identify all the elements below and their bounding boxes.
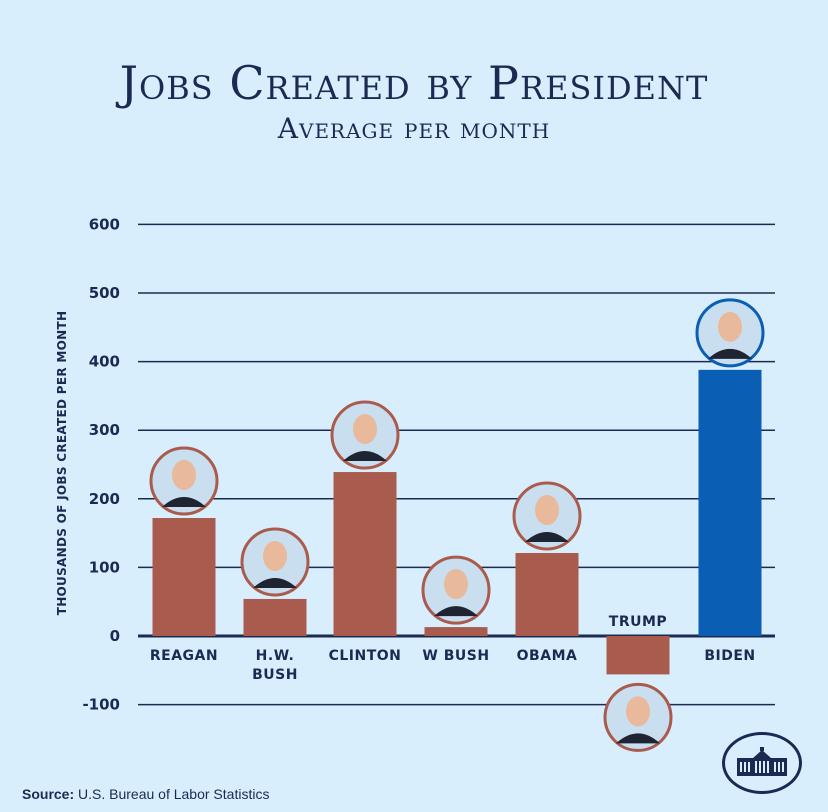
portrait-face bbox=[263, 540, 287, 571]
y-tick-label: 400 bbox=[89, 353, 120, 371]
bar-reagan bbox=[152, 518, 216, 636]
y-tick-label: 600 bbox=[89, 215, 120, 233]
category-label: BUSH bbox=[252, 667, 298, 683]
portrait-face bbox=[535, 494, 559, 525]
portrait-suit bbox=[162, 497, 206, 508]
category-label: REAGAN bbox=[150, 648, 218, 664]
bar-h-w-bush bbox=[243, 598, 307, 636]
bar-biden bbox=[698, 369, 762, 636]
portrait-suit bbox=[616, 733, 660, 744]
y-tick-label: 300 bbox=[89, 421, 120, 439]
bar-trump bbox=[606, 636, 670, 675]
source-label: Source: bbox=[22, 786, 75, 802]
portrait-suit bbox=[253, 577, 297, 588]
category-label: W BUSH bbox=[422, 648, 489, 664]
y-tick-label: 200 bbox=[89, 490, 120, 508]
portrait-face bbox=[353, 414, 377, 445]
y-tick-label: 100 bbox=[89, 558, 120, 576]
bar-w-bush bbox=[424, 627, 488, 636]
portrait-face bbox=[172, 460, 196, 491]
source-text: U.S. Bureau of Labor Statistics bbox=[78, 786, 270, 802]
source-note: Source: U.S. Bureau of Labor Statistics bbox=[22, 786, 269, 802]
y-axis-title: THOUSANDS OF JOBS CREATED PER MONTH bbox=[55, 311, 69, 616]
category-label: TRUMP bbox=[609, 614, 667, 630]
white-house-logo bbox=[722, 732, 802, 794]
bar-obama bbox=[515, 552, 579, 636]
portrait-suit bbox=[434, 606, 478, 617]
category-label: CLINTON bbox=[329, 648, 402, 664]
y-tick-label: -100 bbox=[82, 696, 120, 714]
y-tick-label: 0 bbox=[110, 627, 120, 645]
white-house-icon bbox=[737, 747, 787, 776]
portrait-face bbox=[626, 696, 650, 727]
portrait-suit bbox=[708, 348, 752, 359]
y-tick-label: 500 bbox=[89, 284, 120, 302]
bar-clinton bbox=[333, 472, 397, 636]
portrait-suit bbox=[525, 531, 569, 542]
portrait-suit bbox=[343, 451, 387, 462]
chart-title: Jobs Created by President bbox=[119, 56, 709, 110]
portrait-face bbox=[444, 569, 468, 600]
chart-subtitle: Average per month bbox=[277, 112, 551, 145]
portrait-face bbox=[718, 311, 742, 342]
category-label: H.W. bbox=[256, 648, 295, 664]
category-label: BIDEN bbox=[704, 648, 755, 664]
category-label: OBAMA bbox=[517, 648, 578, 664]
